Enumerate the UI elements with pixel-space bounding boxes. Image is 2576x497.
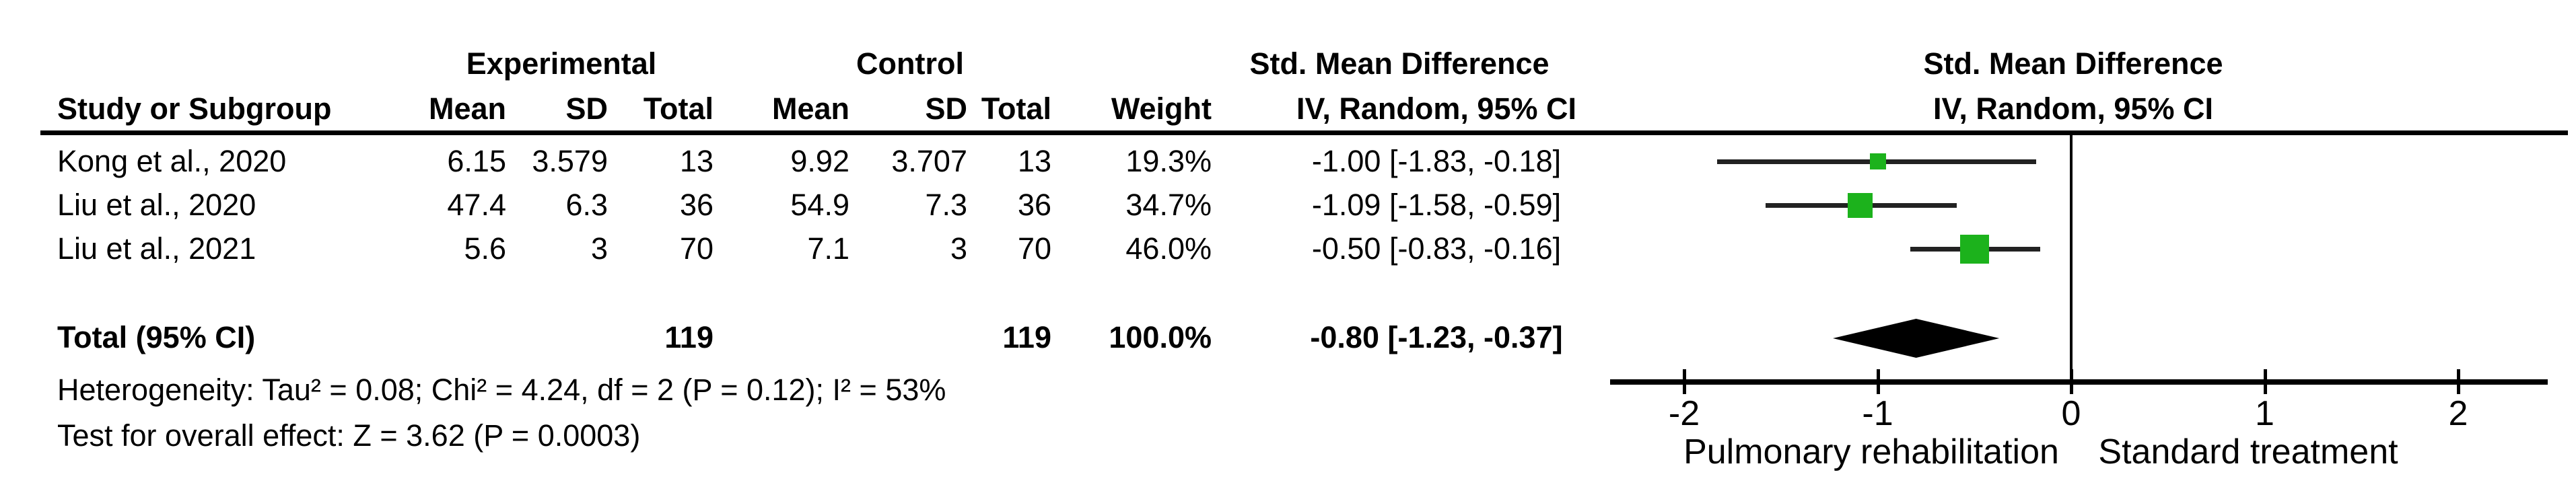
estimate-value: -1.00 [-1.83, -0.18] bbox=[1311, 144, 1562, 178]
total-exp-value: 36 bbox=[679, 188, 713, 222]
study-label: Liu et al., 2021 bbox=[57, 231, 256, 266]
sd-exp-value: 6.3 bbox=[565, 188, 608, 222]
col-header-study: Study or Subgroup bbox=[57, 91, 332, 126]
total-weight: 100.0% bbox=[1109, 320, 1212, 354]
group-header-smd-table: Std. Mean Difference bbox=[1249, 46, 1550, 81]
col-header-mean-exp: Mean bbox=[428, 91, 506, 126]
overall-effect-note: Test for overall effect: Z = 3.62 (P = 0… bbox=[57, 418, 641, 453]
effect-marker bbox=[1848, 192, 1873, 218]
effect-marker bbox=[1869, 153, 1886, 169]
mean-ctrl-value: 7.1 bbox=[807, 231, 849, 266]
sd-ctrl-value: 3 bbox=[950, 231, 967, 266]
heterogeneity-note: Heterogeneity: Tau² = 0.08; Chi² = 4.24,… bbox=[57, 373, 946, 407]
mean-ctrl-value: 9.92 bbox=[790, 144, 849, 178]
total-ctrl-sum: 119 bbox=[1002, 320, 1051, 354]
mean-ctrl-value: 54.9 bbox=[790, 188, 849, 222]
total-exp-value: 70 bbox=[679, 231, 713, 266]
total-estimate: -0.80 [-1.23, -0.37] bbox=[1310, 320, 1563, 354]
axis-tick bbox=[2263, 369, 2267, 394]
sd-exp-value: 3 bbox=[590, 231, 608, 266]
total-exp-sum: 119 bbox=[664, 320, 713, 354]
header-rule bbox=[40, 130, 2568, 135]
weight-value: 34.7% bbox=[1125, 188, 1212, 222]
total-exp-value: 13 bbox=[679, 144, 713, 178]
axis-tick-label: -2 bbox=[1668, 394, 1700, 433]
study-label: Kong et al., 2020 bbox=[57, 144, 287, 178]
effect-marker bbox=[1959, 234, 1989, 264]
group-header-control: Control bbox=[856, 46, 964, 81]
total-ctrl-value: 13 bbox=[1017, 144, 1051, 178]
mean-exp-value: 6.15 bbox=[447, 144, 506, 178]
col-header-sd-ctrl: SD bbox=[925, 91, 967, 126]
col-header-ci-table: IV, Random, 95% CI bbox=[1296, 91, 1576, 126]
total-label: Total (95% CI) bbox=[57, 320, 256, 354]
sd-ctrl-value: 3.707 bbox=[891, 144, 967, 178]
axis-line bbox=[1610, 379, 2548, 385]
col-header-sd-exp: SD bbox=[565, 91, 608, 126]
axis-tick-label: 1 bbox=[2255, 394, 2274, 433]
col-header-total-exp: Total bbox=[643, 91, 713, 126]
axis-tick-label: 2 bbox=[2448, 394, 2468, 433]
mean-exp-value: 5.6 bbox=[464, 231, 506, 266]
summary-diamond bbox=[1833, 319, 2000, 358]
axis-tick bbox=[2457, 369, 2460, 394]
col-header-total-ctrl: Total bbox=[981, 91, 1051, 126]
axis-tick-label: 0 bbox=[2061, 394, 2081, 433]
estimate-value: -1.09 [-1.58, -0.59] bbox=[1311, 188, 1562, 222]
axis-tick bbox=[2070, 369, 2073, 394]
zero-line bbox=[2070, 135, 2073, 381]
sd-ctrl-value: 7.3 bbox=[925, 188, 967, 222]
estimate-value: -0.50 [-0.83, -0.16] bbox=[1311, 231, 1562, 266]
col-header-weight: Weight bbox=[1111, 91, 1212, 126]
total-ctrl-value: 70 bbox=[1017, 231, 1051, 266]
col-header-ci-plot: IV, Random, 95% CI bbox=[1933, 91, 2213, 126]
group-header-experimental: Experimental bbox=[466, 46, 657, 81]
total-ctrl-value: 36 bbox=[1017, 188, 1051, 222]
sd-exp-value: 3.579 bbox=[532, 144, 608, 178]
favours-left-label: Pulmonary rehabilitation bbox=[1683, 432, 2059, 471]
mean-exp-value: 47.4 bbox=[447, 188, 506, 222]
axis-tick bbox=[1876, 369, 1880, 394]
group-header-smd-plot: Std. Mean Difference bbox=[1923, 46, 2223, 81]
col-header-mean-ctrl: Mean bbox=[771, 91, 849, 126]
weight-value: 46.0% bbox=[1125, 231, 1212, 266]
axis-tick-label: -1 bbox=[1862, 394, 1893, 433]
favours-right-label: Standard treatment bbox=[2098, 432, 2398, 471]
axis-tick bbox=[1683, 369, 1686, 394]
weight-value: 19.3% bbox=[1125, 144, 1212, 178]
study-label: Liu et al., 2020 bbox=[57, 188, 256, 222]
